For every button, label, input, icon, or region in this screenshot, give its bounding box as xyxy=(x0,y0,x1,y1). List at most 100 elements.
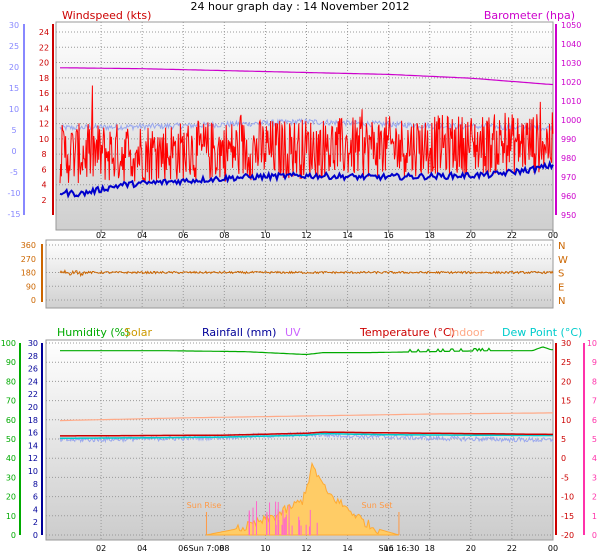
windspeed-tick: 10 xyxy=(39,135,49,144)
p3-x-tick: 02 xyxy=(96,544,106,553)
temperature-tick: 30 xyxy=(561,339,571,348)
p3-x-tick: 12 xyxy=(301,544,311,553)
sunset-axis-label: Sun 16:30 xyxy=(379,544,420,553)
sun-set-label: Sun Set xyxy=(362,501,393,510)
humidity-tick: 20 xyxy=(6,493,16,502)
rainfall-tick: 22 xyxy=(28,390,38,399)
windspeed-tick: 6 xyxy=(41,165,46,174)
temperature-line xyxy=(60,431,553,437)
compass-label: W xyxy=(558,255,568,266)
barometer-tick: 950 xyxy=(561,211,576,220)
rainfall-tick: 6 xyxy=(33,493,38,502)
temperature-tick: -15 xyxy=(561,512,574,521)
compass-label: N xyxy=(558,296,565,307)
temp-outer-tick: 30 xyxy=(9,21,19,30)
humidity-tick: 0 xyxy=(11,531,16,540)
compass-label: N xyxy=(558,241,565,252)
rainfall-legend: Rainfall (mm) xyxy=(202,326,276,339)
average-wind-line xyxy=(59,160,554,199)
indoor-legend: Indoor xyxy=(449,326,485,339)
windspeed-tick: 12 xyxy=(39,120,49,129)
page-title: 24 hour graph day : 14 November 2012 xyxy=(190,0,409,13)
compass-label: S xyxy=(558,269,564,280)
uv-tick: 2 xyxy=(592,493,597,502)
uv-legend: UV xyxy=(285,326,301,339)
temp-outer-tick: -15 xyxy=(7,210,20,219)
p1-x-tick: 20 xyxy=(466,231,476,240)
rainfall-tick: 20 xyxy=(28,403,38,412)
dewpoint-legend: Dew Point (°C) xyxy=(502,326,582,339)
windspeed-tick: 20 xyxy=(39,59,49,68)
humidity-tick: 40 xyxy=(6,454,16,463)
wind-direction-line xyxy=(59,269,554,278)
humidity-tick: 70 xyxy=(6,397,16,406)
uv-tick: 4 xyxy=(592,454,597,463)
direction-tick: 270 xyxy=(21,255,36,264)
barometer-tick: 960 xyxy=(561,192,576,201)
p1-x-tick: 04 xyxy=(137,231,147,240)
dewpoint-line xyxy=(60,432,553,439)
barometer-tick: 1010 xyxy=(561,97,581,106)
barometer-label: Barometer (hpa) xyxy=(484,9,575,22)
temp-outer-tick: 10 xyxy=(9,105,19,114)
humidity-line xyxy=(60,346,553,356)
windspeed-tick: 22 xyxy=(39,43,49,52)
uv-tick: 5 xyxy=(592,435,597,444)
compass-label: E xyxy=(558,282,564,293)
p1-x-tick: 06 xyxy=(178,231,188,240)
p1-x-tick: 22 xyxy=(507,231,517,240)
temp-outer-tick: 25 xyxy=(9,42,19,51)
p3-x-tick: 18 xyxy=(425,544,435,553)
rainfall-tick: 18 xyxy=(28,416,38,425)
uv-tick: 0 xyxy=(592,531,597,540)
uv-tick: 1 xyxy=(592,512,597,521)
p3-x-tick: 04 xyxy=(137,544,147,553)
barometer-tick: 970 xyxy=(561,173,576,182)
barometer-tick: 1040 xyxy=(561,40,581,49)
windspeed-tick: 14 xyxy=(39,104,49,113)
axes: 02 04 06 08 10 12 14 16 18 20 22 002422201816141210… xyxy=(1,21,597,553)
p1-x-tick: 02 xyxy=(96,231,106,240)
humidity-tick: 50 xyxy=(6,435,16,444)
humidity-tick: 80 xyxy=(6,377,16,386)
p1-x-tick: 12 xyxy=(301,231,311,240)
humidity-tick: 100 xyxy=(1,339,16,348)
p1-x-tick: 00 xyxy=(548,231,558,240)
temperature-tick: -5 xyxy=(561,473,569,482)
humidity-legend: Humidity (%) xyxy=(57,326,129,339)
temperature-tick: 25 xyxy=(561,358,571,367)
direction-tick: 0 xyxy=(31,296,36,305)
uv-tick: 3 xyxy=(592,473,597,482)
data-series xyxy=(59,67,554,536)
indoor-line xyxy=(59,412,553,422)
barometer-tick: 980 xyxy=(561,154,576,163)
sunrise-axis-label: Sun 7:08 xyxy=(189,544,225,553)
temp-outer-tick: -10 xyxy=(7,189,20,198)
rainfall-tick: 8 xyxy=(33,480,38,489)
windspeed-tick: 18 xyxy=(39,74,49,83)
rainfall-tick: 24 xyxy=(28,377,38,386)
p3-x-tick: 20 xyxy=(466,544,476,553)
p1-x-tick: 10 xyxy=(260,231,270,240)
temperature-tick: 0 xyxy=(561,454,566,463)
p3-x-tick: 14 xyxy=(342,544,352,553)
barometer-tick: 1000 xyxy=(561,116,581,125)
windspeed-tick: 24 xyxy=(39,28,49,37)
temp-outer-tick: 20 xyxy=(9,63,19,72)
uv-tick: 10 xyxy=(587,339,597,348)
humidity-tick: 10 xyxy=(6,512,16,521)
p3-x-tick: 06 xyxy=(178,544,188,553)
windspeed-tick: 4 xyxy=(41,181,46,190)
windspeed-tick: 2 xyxy=(41,196,46,205)
p3-x-tick: 22 xyxy=(507,544,517,553)
temp-outer-tick: -5 xyxy=(10,168,18,177)
panel2-plot-area xyxy=(45,239,554,309)
uv-tick: 7 xyxy=(592,397,597,406)
p3-x-tick: 08 xyxy=(219,544,229,553)
windspeed-label: Windspeed (kts) xyxy=(62,9,151,22)
uv-tick: 8 xyxy=(592,377,597,386)
rainfall-tick: 4 xyxy=(33,505,38,514)
p3-x-tick: 00 xyxy=(548,544,558,553)
temperature-tick: 20 xyxy=(561,377,571,386)
